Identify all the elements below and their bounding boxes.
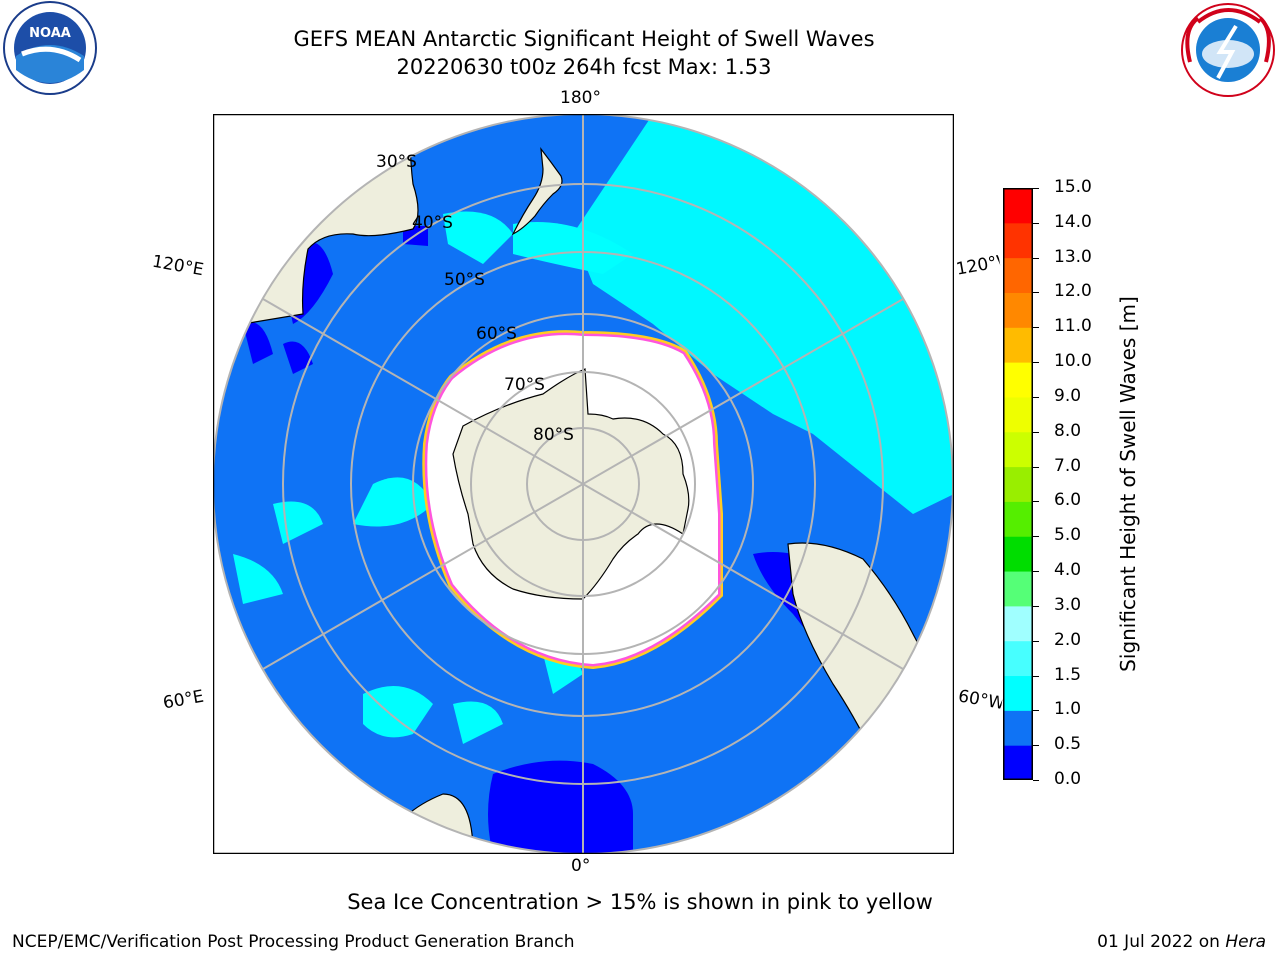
colorbar-tick-mark [1033,327,1039,328]
lon-label-0: 0° [571,856,591,876]
colorbar-segment [1003,292,1033,328]
colorbar-tick-mark [1033,501,1039,502]
colorbar [1003,188,1033,780]
colorbar-segment [1003,466,1033,502]
svg-text:NOAA: NOAA [29,26,71,41]
colorbar-tick-label: 10.0 [1054,351,1092,371]
colorbar-segment [1003,327,1033,363]
antarctica [452,368,690,600]
colorbar-tick-mark [1033,676,1039,677]
machine-name: Hera [1225,932,1266,952]
lat-label-70s: 70°S [504,375,545,395]
colorbar-tick-mark [1033,745,1039,746]
colorbar-tick-label: 9.0 [1054,386,1082,406]
colorbar-tick-mark [1033,188,1039,189]
colorbar-tick-label: 15.0 [1054,177,1092,197]
colorbar-tick-label: 13.0 [1054,247,1092,267]
colorbar-segment [1003,362,1033,398]
lat-label-60s: 60°S [476,324,517,344]
colorbar-tick-label: 7.0 [1054,456,1082,476]
polar-map [213,114,954,854]
lon-label-60w: 60°W [956,686,1004,714]
credit-line: NCEP/EMC/Verification Post Processing Pr… [12,932,575,952]
colorbar-segment [1003,257,1033,293]
colorbar-label: Significant Height of Swell Waves [m] [1116,296,1140,672]
colorbar-tick-mark [1033,258,1039,259]
colorbar-tick-mark [1033,223,1039,224]
colorbar-segment [1003,675,1033,711]
colorbar-tick-mark [1033,780,1039,781]
colorbar-segment [1003,710,1033,746]
colorbar-tick-label: 11.0 [1054,316,1092,336]
lon-label-120e: 120°E [150,251,206,281]
lon-label-120w: 120°W [954,252,1002,280]
chart-subtitle: 20220630 t00z 264h fcst Max: 1.53 [396,55,772,79]
lat-label-50s: 50°S [444,270,485,290]
colorbar-tick-mark [1033,467,1039,468]
lat-label-80s: 80°S [533,425,574,445]
colorbar-tick-label: 0.0 [1054,769,1082,789]
colorbar-tick-label: 8.0 [1054,421,1082,441]
colorbar-segment [1003,222,1033,259]
lat-label-30s: 30°S [376,152,417,172]
colorbar-segment [1003,501,1033,537]
colorbar-segment [1003,571,1033,607]
new-zealand [511,146,563,236]
colorbar-segment [1003,188,1033,224]
graticule [213,114,953,854]
colorbar-tick-label: 3.0 [1054,595,1082,615]
colorbar-tick-mark [1033,362,1039,363]
colorbar-segment [1003,431,1033,468]
date-text: 01 Jul 2022 on [1097,932,1226,952]
colorbar-segment [1003,640,1033,677]
colorbar-tick-label: 1.5 [1054,665,1082,685]
sea-ice-footnote: Sea Ice Concentration > 15% is shown in … [347,890,933,914]
colorbar-tick-label: 5.0 [1054,525,1082,545]
colorbar-segment [1003,605,1033,642]
colorbar-tick-label: 1.0 [1054,699,1082,719]
chart-title: GEFS MEAN Antarctic Significant Height o… [293,27,875,51]
colorbar-tick-label: 4.0 [1054,560,1082,580]
colorbar-tick-label: 12.0 [1054,281,1092,301]
colorbar-tick-mark [1033,641,1039,642]
lat-label-40s: 40°S [412,213,453,233]
colorbar-tick-label: 6.0 [1054,490,1082,510]
nws-logo [1181,3,1275,97]
colorbar-tick-mark [1033,397,1039,398]
colorbar-tick-mark [1033,571,1039,572]
colorbar-tick-mark [1033,432,1039,433]
lon-label-180: 180° [560,88,601,108]
colorbar-tick-label: 2.0 [1054,630,1082,650]
noaa-logo: NOAA [3,1,97,95]
colorbar-tick-label: 14.0 [1054,212,1092,232]
colorbar-segment [1003,745,1033,780]
lon-label-60e: 60°E [161,686,206,714]
date-line: 01 Jul 2022 on Hera [1097,932,1266,952]
colorbar-tick-mark [1033,710,1039,711]
colorbar-tick-mark [1033,292,1039,293]
colorbar-tick-mark [1033,536,1039,537]
colorbar-tick-mark [1033,606,1039,607]
colorbar-tick-label: 0.5 [1054,734,1082,754]
colorbar-segment [1003,536,1033,572]
colorbar-segment [1003,396,1033,433]
